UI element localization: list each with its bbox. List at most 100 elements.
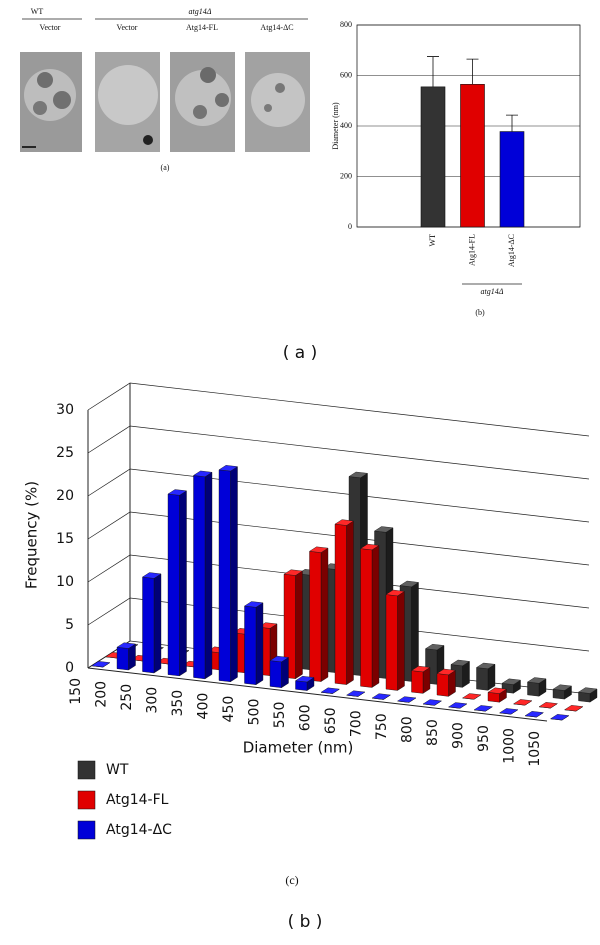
y-tick-label: 15 bbox=[56, 531, 74, 547]
bar-front bbox=[527, 681, 540, 697]
bar bbox=[283, 569, 304, 680]
bar-top bbox=[526, 677, 547, 684]
bar-front bbox=[385, 594, 398, 691]
y-tick-label: 5 bbox=[65, 617, 74, 633]
micro-label: Atg14-FL bbox=[186, 23, 218, 32]
group-label: atg14Δ bbox=[481, 287, 504, 296]
bar-top bbox=[549, 714, 570, 721]
x-tick-label: 750 bbox=[374, 713, 390, 740]
bar-top bbox=[577, 687, 598, 694]
bar bbox=[294, 675, 315, 691]
x-tick-label: 900 bbox=[451, 722, 467, 749]
legend-label: WT bbox=[106, 762, 129, 778]
bar bbox=[334, 519, 355, 685]
y-tick-label: 25 bbox=[56, 445, 74, 461]
bar bbox=[308, 546, 329, 682]
bar bbox=[345, 690, 366, 697]
grid-line bbox=[87, 382, 590, 437]
bar bbox=[577, 687, 598, 703]
bar bbox=[461, 693, 482, 700]
bar-top bbox=[192, 470, 213, 478]
bar bbox=[563, 705, 584, 712]
body bbox=[264, 104, 272, 112]
y-tick-label: 800 bbox=[340, 20, 352, 29]
caption: (c) bbox=[285, 873, 298, 887]
body bbox=[215, 93, 229, 107]
bar-top bbox=[512, 699, 533, 706]
bar-top bbox=[461, 693, 482, 700]
x-tick-label: 600 bbox=[298, 705, 314, 732]
x-tick-label: 150 bbox=[68, 678, 84, 705]
bar bbox=[473, 705, 494, 712]
bar-top bbox=[447, 702, 468, 709]
bar bbox=[460, 84, 485, 228]
grid-line bbox=[87, 425, 590, 480]
error-bar bbox=[466, 58, 479, 85]
x-tick-label: 350 bbox=[170, 690, 186, 717]
caption: (a) bbox=[161, 163, 170, 172]
body bbox=[193, 105, 207, 119]
bar-top bbox=[385, 589, 406, 597]
bar bbox=[385, 589, 406, 691]
x-tick-label: 850 bbox=[425, 719, 441, 746]
x-tick-label: 1000 bbox=[502, 728, 518, 764]
vacuole bbox=[175, 70, 231, 126]
x-tick-label: 500 bbox=[247, 699, 263, 726]
body bbox=[53, 91, 71, 109]
bar bbox=[359, 543, 380, 688]
bar-front bbox=[487, 692, 500, 703]
micro-label: Vector bbox=[40, 23, 61, 32]
bar-top bbox=[538, 702, 559, 709]
legend-swatch bbox=[77, 760, 96, 780]
bar-top bbox=[359, 543, 380, 551]
x-tick-label: WT bbox=[428, 234, 437, 247]
bar-front bbox=[295, 680, 308, 691]
bar bbox=[487, 687, 508, 703]
x-tick-label: 300 bbox=[145, 687, 161, 714]
x-tick-label: 1050 bbox=[527, 731, 543, 767]
bar-top bbox=[243, 601, 264, 608]
bar-top bbox=[563, 705, 584, 712]
bar bbox=[549, 714, 570, 721]
body bbox=[37, 72, 53, 88]
x-tick-label: Atg14-ΔC bbox=[507, 234, 516, 267]
bar-top bbox=[334, 519, 355, 526]
bar-side bbox=[346, 520, 354, 685]
bar bbox=[90, 661, 111, 668]
bar bbox=[167, 489, 188, 677]
micro-label: Atg14-ΔC bbox=[260, 23, 293, 32]
bar-top bbox=[116, 642, 137, 649]
bar-top bbox=[320, 687, 341, 694]
bar-front bbox=[334, 523, 347, 685]
bar-front bbox=[578, 691, 591, 703]
x-tick-label: 400 bbox=[196, 693, 212, 720]
y-tick-label: 0 bbox=[65, 660, 74, 676]
bar-front bbox=[193, 475, 206, 680]
y-tick-label: 600 bbox=[340, 70, 352, 79]
bar bbox=[410, 665, 431, 694]
bar bbox=[498, 708, 519, 715]
panel-label: ( b ) bbox=[288, 912, 323, 932]
panel-label: ( a ) bbox=[283, 343, 318, 363]
bar bbox=[526, 677, 547, 697]
bar bbox=[371, 693, 392, 700]
bar bbox=[396, 696, 417, 703]
y-tick-label: 0 bbox=[348, 222, 352, 231]
body bbox=[143, 135, 153, 145]
bar-front bbox=[476, 667, 489, 691]
bar-top bbox=[552, 684, 573, 691]
bar-top bbox=[348, 471, 369, 479]
bar bbox=[538, 702, 559, 709]
group-label: atg14Δ bbox=[189, 7, 212, 16]
bar-chart: 0 200 400 600 800 Diameter (nm) WT Atg14-FL Atg1… bbox=[331, 20, 581, 317]
bar-top bbox=[424, 643, 445, 651]
bar bbox=[320, 687, 341, 694]
bar-side bbox=[371, 545, 380, 688]
vacuole bbox=[98, 65, 158, 125]
legend-swatch bbox=[77, 790, 96, 810]
bar bbox=[501, 678, 522, 694]
error-bar bbox=[506, 114, 518, 132]
bar-front bbox=[167, 493, 180, 677]
bar-top bbox=[501, 678, 522, 685]
